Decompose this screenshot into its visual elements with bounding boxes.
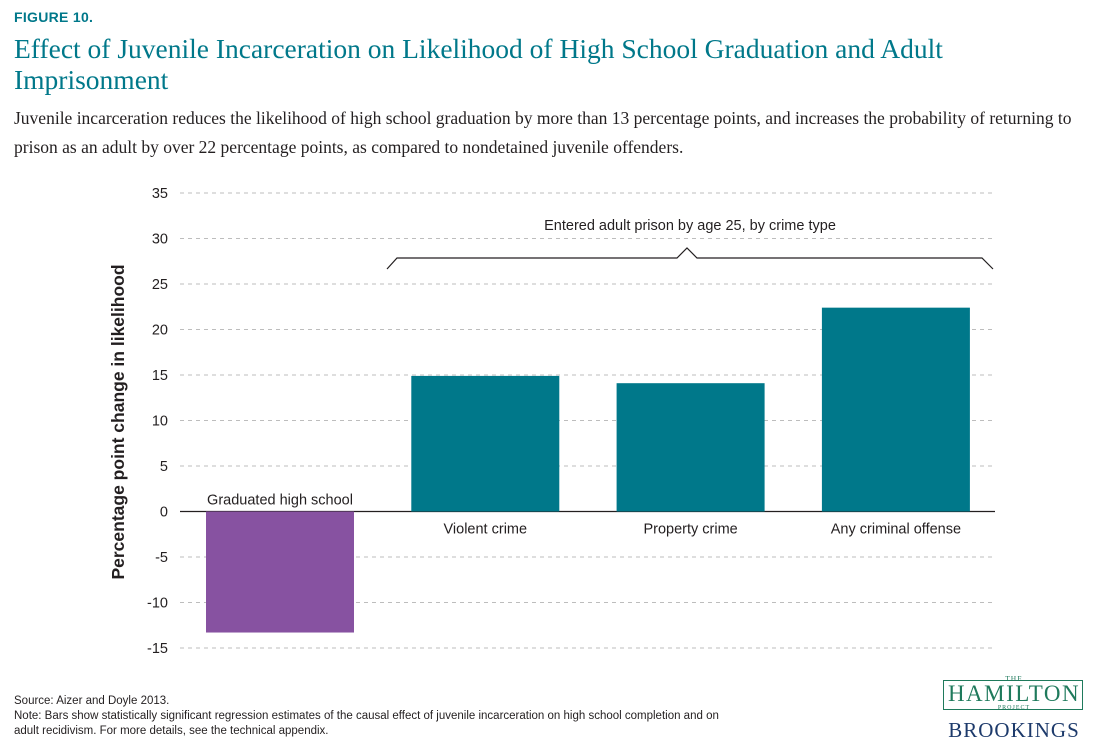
logo-brookings: BROOKINGS — [948, 718, 1080, 742]
y-tick-label: 25 — [152, 277, 168, 293]
category-labels: Graduated high school Violent crime Proper… — [207, 493, 961, 538]
group-annotation: Entered adult prison by age 25, by crime… — [544, 218, 836, 234]
y-tick-label: 20 — [152, 323, 168, 339]
y-tick-label: -10 — [147, 596, 168, 612]
y-tick-label: 15 — [152, 368, 168, 384]
bar-any-criminal-offense — [821, 307, 970, 512]
bars — [206, 307, 970, 633]
logo-hamilton: HAMILTON — [947, 681, 1081, 706]
y-tick-label: 30 — [152, 232, 168, 248]
chart-title: Effect of Juvenile Incarceration on Like… — [14, 33, 943, 95]
figure-label: FIGURE 10. — [14, 9, 94, 25]
hamilton-brookings-logo: THE HAMILTON PROJECT BROOKINGS — [941, 674, 1087, 744]
y-tick-label: 10 — [152, 414, 168, 430]
logo-the: THE — [1005, 674, 1023, 683]
logo-project: PROJECT — [997, 705, 1031, 711]
category-label: Property crime — [643, 522, 737, 538]
y-tick-label: 0 — [160, 505, 168, 521]
y-tick-label: -15 — [147, 641, 168, 657]
footer: Source: Aizer and Doyle 2013. Note: Bars… — [14, 694, 814, 739]
y-tick-label: -5 — [155, 550, 168, 566]
category-label: Violent crime — [444, 522, 528, 538]
note-line-1: Note: Bars show statistically significan… — [14, 710, 719, 722]
chart-subtitle: Juvenile incarceration reduces the likel… — [14, 108, 1072, 157]
category-label: Any criminal offense — [831, 522, 961, 538]
category-label: Graduated high school — [207, 493, 353, 509]
bar-violent-crime — [411, 375, 560, 512]
note-line-2: adult recidivism. For more details, see … — [14, 725, 329, 737]
bar-graduated-high-school — [206, 511, 354, 633]
bar-property-crime — [616, 383, 765, 512]
y-axis-ticks: 35 30 25 20 15 10 5 0 -5 -10 -15 — [147, 186, 168, 657]
group-bracket — [386, 247, 994, 270]
source-note: Source: Aizer and Doyle 2013. — [14, 695, 170, 707]
y-axis-label: Percentage point change in likelihood — [108, 264, 128, 579]
bar-chart: 35 30 25 20 15 10 5 0 -5 -10 -15 Graduated high sc… — [108, 186, 995, 657]
y-tick-label: 35 — [152, 186, 168, 202]
y-tick-label: 5 — [160, 459, 168, 475]
logo-frame — [943, 680, 1083, 710]
